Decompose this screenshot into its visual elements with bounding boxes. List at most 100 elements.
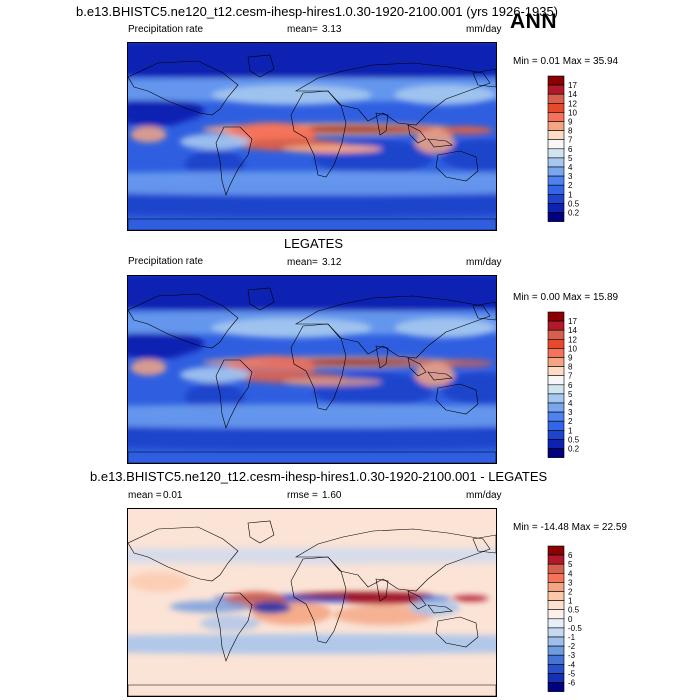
panel3-mean-label: mean = — [128, 490, 162, 501]
colorbar-box — [547, 600, 565, 610]
colorbar-tick-label: -3 — [568, 651, 576, 660]
panel2-variable: Precipitation rate — [128, 256, 204, 267]
colorbar-tick-label: 14 — [568, 90, 577, 99]
colorbar-tick-label: 9 — [568, 118, 573, 127]
colorbar-tick-label: -0.5 — [568, 624, 582, 633]
colorbar-tick-label: 5 — [568, 560, 573, 569]
colorbar-tick-label: 8 — [568, 363, 573, 372]
colorbar-tick-label: 8 — [568, 127, 573, 136]
colorbar-box — [547, 645, 565, 656]
colorbar-tick-label: 1 — [568, 597, 573, 606]
colorbar-tick-label: 6 — [568, 381, 573, 390]
panel2-colorbar: 17 14 12 10 9 8 7 6 5 4 3 2 1 0.5 0.2 — [547, 311, 608, 462]
colorbar-tick-label: 1 — [568, 190, 573, 199]
colorbar-tick-label: 12 — [568, 99, 577, 108]
colorbar-box — [547, 338, 565, 349]
colorbar-box — [547, 375, 565, 386]
colorbar-box — [547, 572, 565, 583]
colorbar-tick-label: 4 — [568, 163, 573, 172]
colorbar-tick-label: 2 — [568, 417, 573, 426]
colorbar-tick-label: 9 — [568, 354, 573, 363]
panel2-title: LEGATES — [284, 236, 344, 251]
colorbar-tick-label: 0.2 — [568, 445, 580, 454]
colorbar-tick-label: -5 — [568, 669, 576, 678]
panel1-mean-label: mean= — [287, 24, 318, 35]
panel3-units: mm/day — [466, 490, 502, 501]
panel2-mean-label: mean= — [287, 257, 318, 268]
colorbar-tick-label: 0 — [568, 615, 573, 624]
colorbar-box — [547, 393, 565, 404]
season-annotation: ANN — [510, 10, 557, 33]
colorbar-box — [547, 673, 565, 683]
colorbar-box — [547, 563, 565, 574]
colorbar-box — [547, 166, 565, 177]
panel3-title: b.e13.BHISTC5.ne120_t12.cesm-ihesp-hires… — [90, 469, 548, 484]
panel3-minmax: Min = -14.48 Max = 22.59 — [513, 522, 627, 533]
colorbar-tick-label: 10 — [568, 344, 577, 353]
colorbar-tick-label: 4 — [568, 399, 573, 408]
colorbar-tick-label: 2 — [568, 181, 573, 190]
colorbar-tick-label: 3 — [568, 172, 573, 181]
colorbar-box — [547, 139, 565, 150]
panel1-variable: Precipitation rate — [128, 24, 204, 35]
colorbar-box — [547, 664, 565, 674]
colorbar-box — [547, 121, 565, 131]
colorbar-box — [547, 627, 565, 638]
colorbar-box — [547, 411, 565, 422]
colorbar-box — [547, 582, 565, 592]
panel1-title: b.e13.BHISTC5.ne120_t12.cesm-ihesp-hires… — [76, 4, 559, 19]
panel2-units: mm/day — [466, 257, 502, 268]
colorbar-box — [547, 654, 565, 665]
panel2-mean: 3.12 — [322, 257, 342, 268]
colorbar-box — [547, 609, 565, 620]
colorbar-tick-label: 5 — [568, 390, 573, 399]
colorbar-box — [547, 212, 565, 222]
colorbar-tick-label: 6 — [568, 145, 573, 154]
colorbar-box — [547, 175, 565, 186]
colorbar-box — [547, 112, 565, 122]
panel1-units: mm/day — [466, 24, 502, 35]
colorbar-box — [547, 448, 565, 458]
colorbar-tick-label: 2 — [568, 588, 573, 597]
colorbar-tick-label: 6 — [568, 551, 573, 560]
colorbar-box — [547, 357, 565, 367]
panel1-minmax: Min = 0.01 Max = 35.94 — [513, 56, 619, 67]
colorbar-tick-label: 4 — [568, 569, 573, 578]
colorbar-tick-label: -2 — [568, 642, 576, 651]
colorbar-box — [547, 184, 565, 195]
colorbar-box — [547, 102, 565, 113]
colorbar-box — [547, 439, 565, 449]
colorbar-tick-label: 10 — [568, 108, 577, 117]
panel3-mean: 0.01 — [163, 490, 183, 501]
colorbar-box — [547, 554, 565, 565]
panel3-colorbar: 6 5 4 3 2 1 0.5 0 -0.5 -1 -2 -3 -4 -5 -6 — [547, 545, 608, 696]
colorbar-box — [547, 430, 565, 440]
colorbar-box — [547, 75, 565, 86]
colorbar-tick-label: 3 — [568, 408, 573, 417]
colorbar-tick-label: 5 — [568, 154, 573, 163]
panel2-map — [127, 275, 497, 464]
colorbar-box — [547, 320, 565, 331]
colorbar-tick-label: 17 — [568, 317, 577, 326]
colorbar-box — [547, 157, 565, 168]
colorbar-box — [547, 682, 565, 692]
colorbar-tick-label: 7 — [568, 136, 573, 145]
colorbar-tick-label: -1 — [568, 633, 576, 642]
colorbar-box — [547, 384, 565, 395]
colorbar-tick-label: -4 — [568, 660, 576, 669]
colorbar-box — [547, 203, 565, 213]
colorbar-box — [547, 84, 565, 95]
colorbar-box — [547, 130, 565, 140]
panel1-mean: 3.13 — [322, 24, 342, 35]
colorbar-box — [547, 402, 565, 413]
colorbar-box — [547, 348, 565, 358]
colorbar-tick-label: 1 — [568, 426, 573, 435]
colorbar-tick-label: 7 — [568, 372, 573, 381]
colorbar-tick-label: 3 — [568, 578, 573, 587]
colorbar-box — [547, 148, 565, 159]
colorbar-box — [547, 329, 565, 340]
panel2-minmax: Min = 0.00 Max = 15.89 — [513, 292, 619, 303]
colorbar-tick-label: 0.5 — [568, 435, 580, 444]
panel3-rmse-label: rmse = — [287, 490, 318, 501]
colorbar-box — [547, 420, 565, 431]
